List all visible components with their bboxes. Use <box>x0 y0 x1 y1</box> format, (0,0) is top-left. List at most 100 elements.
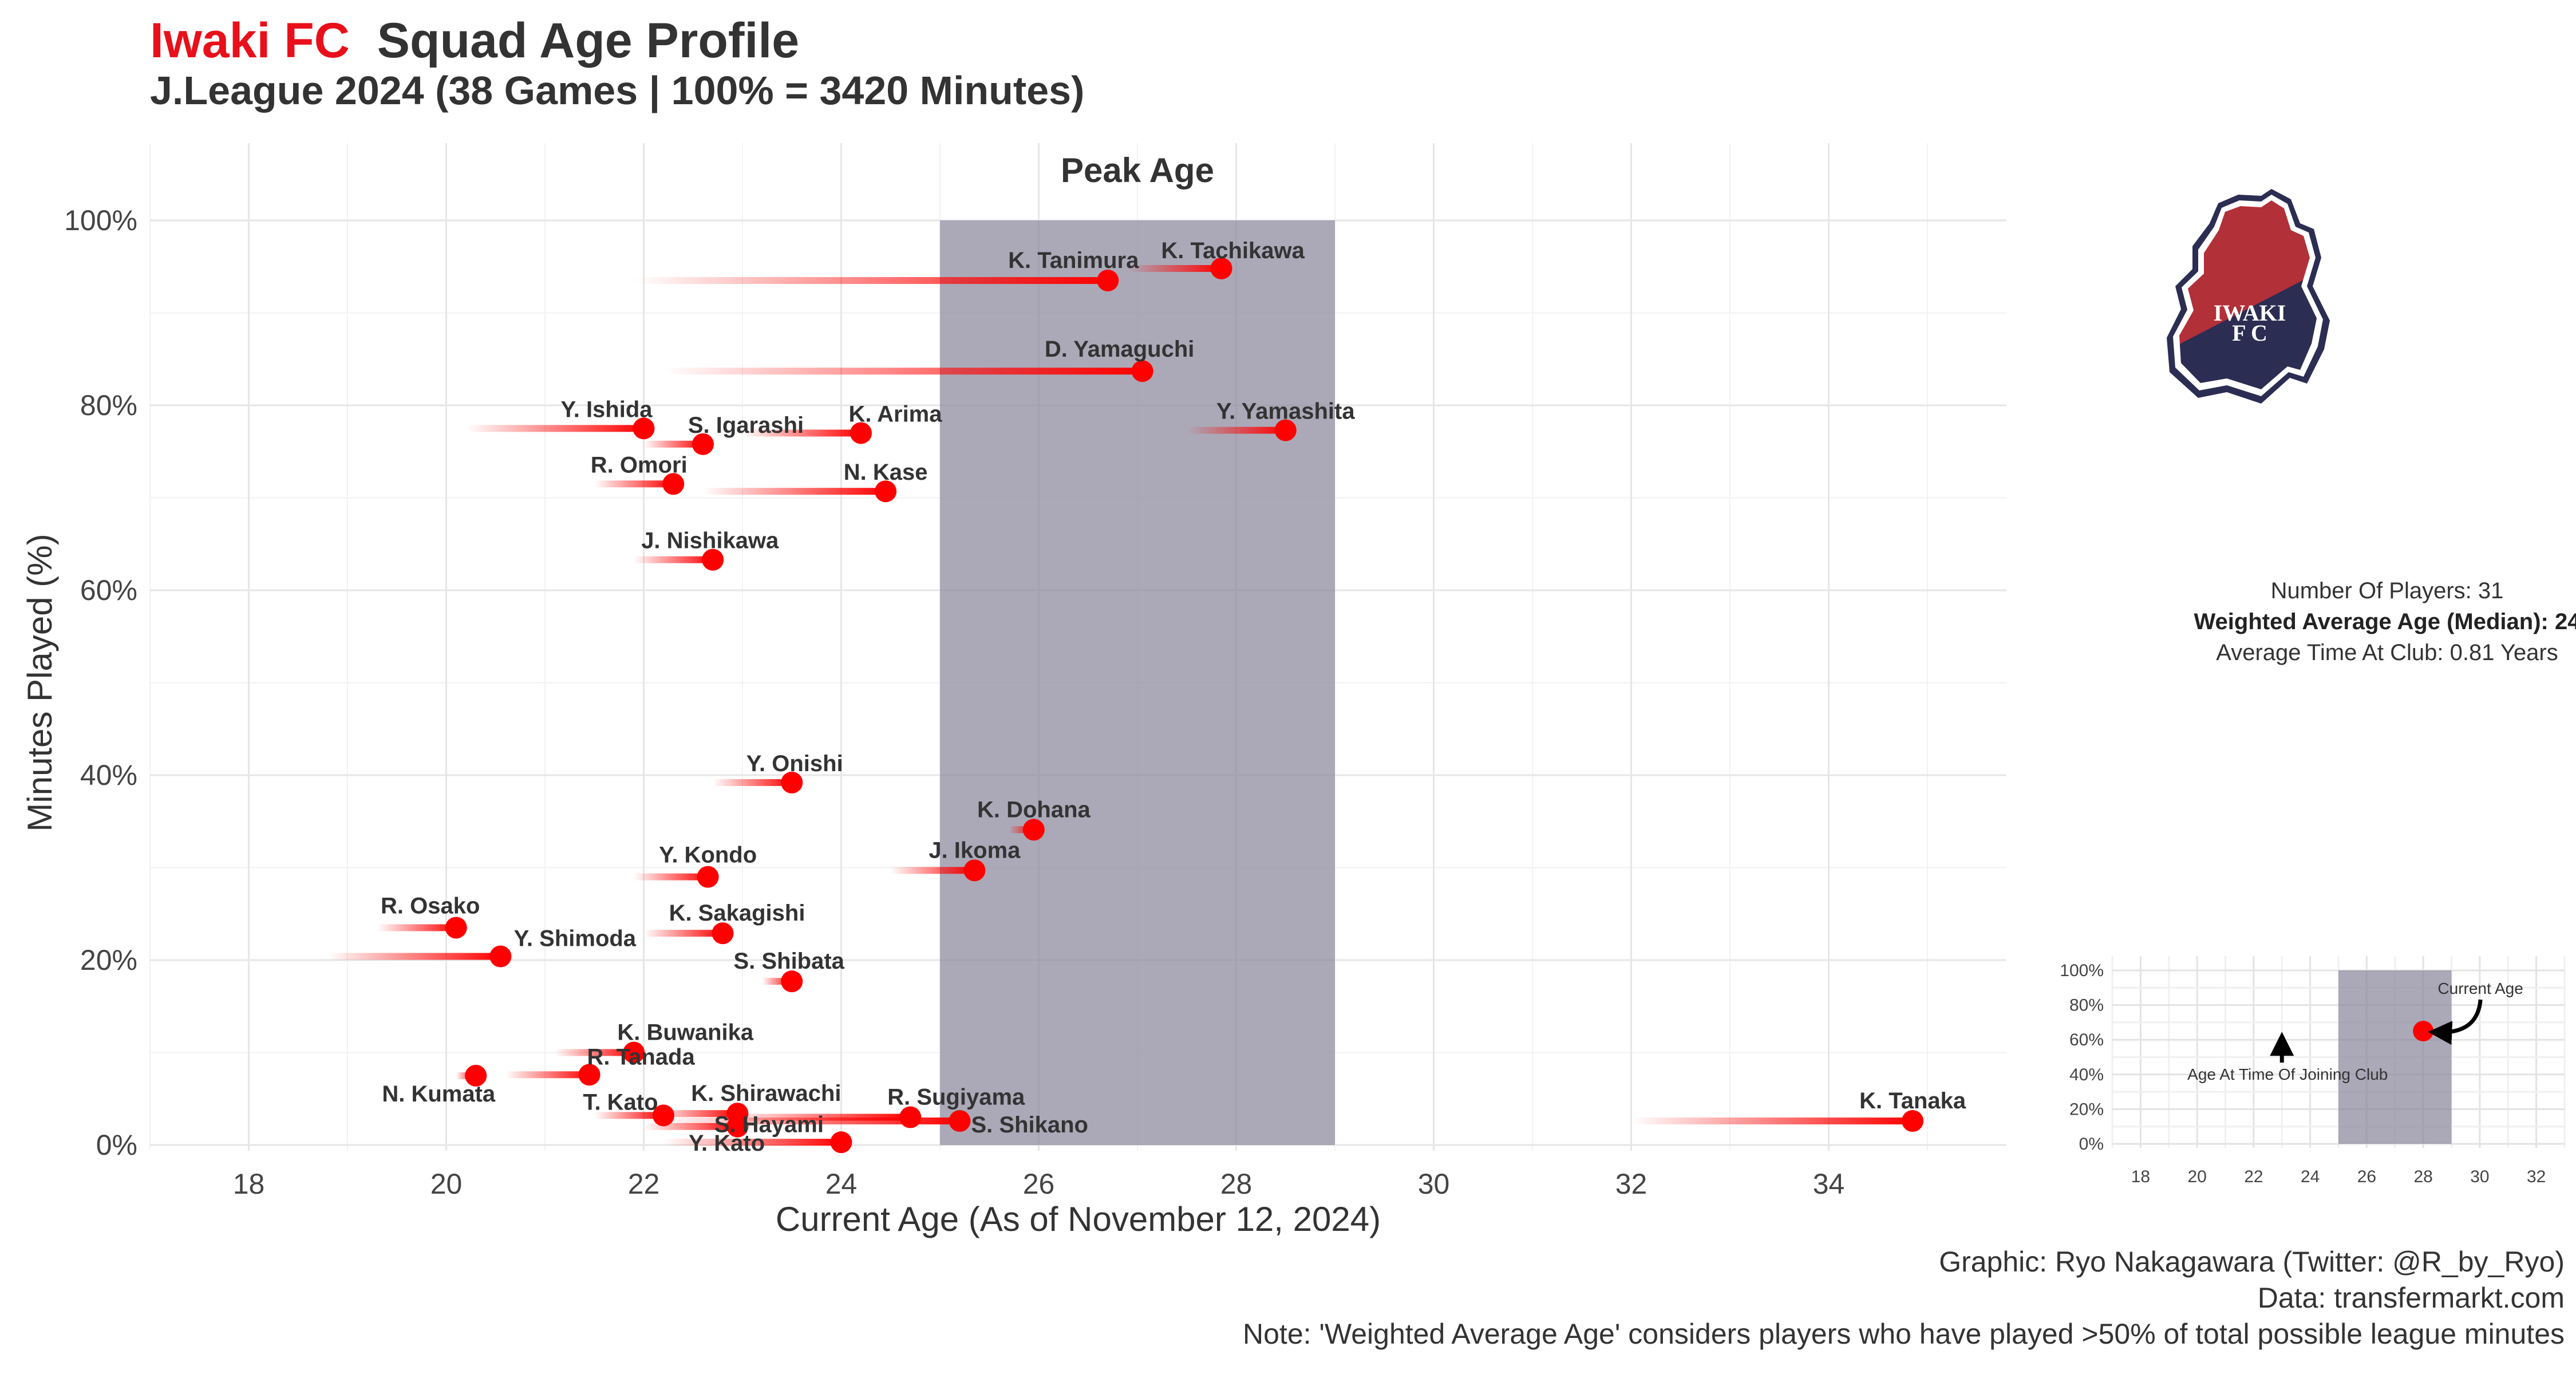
tenure-line <box>634 556 713 563</box>
inset-y-tick-label: 20% <box>2069 1100 2104 1119</box>
inset-y-tick-label: 80% <box>2069 996 2104 1015</box>
tenure-line <box>713 779 792 786</box>
player-label: Y. Onishi <box>746 751 843 776</box>
player-point <box>781 970 803 993</box>
player-label: K. Buwanika <box>617 1020 754 1045</box>
inset-y-tick-label: 0% <box>2079 1135 2104 1154</box>
player-label: K. Shirawachi <box>691 1081 841 1106</box>
inset-x-tick-label: 24 <box>2301 1167 2320 1186</box>
player-label: Y. Ishida <box>560 397 653 422</box>
player-label: R. Omori <box>591 452 688 477</box>
player-point <box>963 859 986 882</box>
player-point <box>692 433 714 455</box>
player-point <box>489 945 512 968</box>
player-point <box>445 917 467 939</box>
caption-note: Note: 'Weighted Average Age' considers p… <box>1243 1318 2565 1350</box>
player-point <box>1022 819 1045 841</box>
player-point <box>578 1064 600 1086</box>
player-label: K. Tachikawa <box>1161 238 1305 263</box>
player-label: K. Tanimura <box>1008 248 1139 273</box>
chart-subtitle: J.League 2024 (38 Games | 100% = 3420 Mi… <box>150 68 1085 113</box>
player-point <box>949 1110 971 1132</box>
player-label: Y. Kondo <box>659 843 757 868</box>
player-point <box>830 1131 852 1154</box>
x-tick-label: 34 <box>1813 1168 1845 1200</box>
x-tick-label: 32 <box>1615 1168 1647 1200</box>
player-point <box>623 1041 645 1064</box>
inset-example-point <box>2413 1021 2434 1042</box>
inset-x-tick-label: 22 <box>2244 1167 2263 1186</box>
player-label: R. Osako <box>381 893 480 918</box>
x-tick-label: 26 <box>1023 1168 1055 1200</box>
y-tick-label: 80% <box>80 389 137 421</box>
x-axis-label: Current Age (As of November 12, 2024) <box>776 1200 1381 1238</box>
inset-x-tick-label: 20 <box>2187 1167 2206 1186</box>
tenure-line <box>377 924 456 931</box>
player-label: K. Dohana <box>977 797 1091 822</box>
chart-title: Iwaki FC Squad Age Profile <box>150 13 799 69</box>
player-point <box>465 1064 487 1087</box>
tenure-line <box>594 480 674 488</box>
title-main: Squad Age Profile <box>377 13 800 68</box>
player-label: S. Hayami <box>714 1112 824 1138</box>
x-tick-label: 30 <box>1418 1168 1450 1200</box>
caption-data: Data: transfermarkt.com <box>2257 1282 2565 1314</box>
player-label: J. Ikoma <box>929 838 1021 863</box>
player-point <box>1097 269 1119 291</box>
player-label: Y. Yamashita <box>1216 399 1355 424</box>
tenure-line <box>1631 1118 1913 1125</box>
y-tick-label: 100% <box>64 204 137 236</box>
player-label: S. Shibata <box>734 949 845 974</box>
peak-age-label: Peak Age <box>1061 151 1214 189</box>
player-label: S. Shikano <box>971 1112 1089 1138</box>
player-label: K. Tanaka <box>1859 1088 1966 1114</box>
joined-age-annotation: Age At Time Of Joining Club <box>2187 1065 2388 1083</box>
player-point <box>633 417 655 440</box>
tenure-line <box>643 930 723 937</box>
player-label: D. Yamaguchi <box>1045 337 1195 362</box>
player-label: J. Nishikawa <box>641 528 779 554</box>
club-logo: IWAKI F C <box>2167 189 2330 404</box>
y-axis-label: Minutes Played (%) <box>21 534 59 831</box>
player-label: N. Kase <box>844 460 928 485</box>
tenure-line <box>634 873 708 881</box>
tenure-line <box>1127 264 1222 272</box>
inset-x-tick-label: 18 <box>2131 1167 2150 1186</box>
player-label: S. Igarashi <box>688 413 804 438</box>
main-axes: 18 20 22 24 26 28 30 32 34 0% 20% 40% 60% 80% 100% <box>64 204 1844 1200</box>
main-labels: K. Tachikawa K. Tanimura D. Yamaguchi Y. Is… <box>381 238 1966 1156</box>
stat-time-at-club: Average Time At Club: 0.81 Years <box>2216 640 2558 665</box>
player-label: K. Sakagishi <box>669 901 805 926</box>
player-label: R. Tanada <box>587 1044 696 1069</box>
player-label: N. Kumata <box>382 1081 496 1107</box>
logo-text-top: IWAKI <box>2214 300 2286 326</box>
tenure-line <box>703 488 886 495</box>
player-point <box>712 922 734 945</box>
inset-y-tick-label: 100% <box>2060 961 2104 980</box>
tenure-line <box>1187 427 1286 434</box>
inset-axes: 18 20 22 24 26 28 30 32 0% 20% 40% 60% 80% 100% <box>2060 961 2546 1186</box>
tenure-line <box>643 1123 738 1130</box>
player-point <box>1902 1110 1924 1132</box>
inset-x-tick-label: 28 <box>2413 1167 2432 1186</box>
y-tick-label: 0% <box>96 1129 137 1161</box>
current-age-annotation: Current Age <box>2437 980 2523 997</box>
inset-y-tick-label: 40% <box>2069 1065 2104 1084</box>
main-marks <box>327 257 1924 1154</box>
player-point <box>702 548 724 571</box>
player-label: T. Kato <box>583 1089 658 1115</box>
inset-peak-band <box>2338 970 2452 1144</box>
x-tick-label: 18 <box>233 1168 265 1200</box>
tenure-line <box>643 440 703 448</box>
tenure-line <box>594 1112 663 1119</box>
tenure-line <box>634 277 1108 284</box>
tenure-line <box>555 1049 634 1056</box>
stat-weighted-age: Weighted Average Age (Median): 24 <box>2194 609 2576 634</box>
x-tick-label: 28 <box>1220 1168 1253 1200</box>
player-point <box>662 473 685 495</box>
inset-x-tick-label: 26 <box>2357 1167 2376 1186</box>
tenure-line <box>663 1139 841 1146</box>
caption-graphic: Graphic: Ryo Nakagawara (Twitter: @R_by_… <box>1939 1246 2565 1278</box>
player-point <box>1210 257 1232 279</box>
